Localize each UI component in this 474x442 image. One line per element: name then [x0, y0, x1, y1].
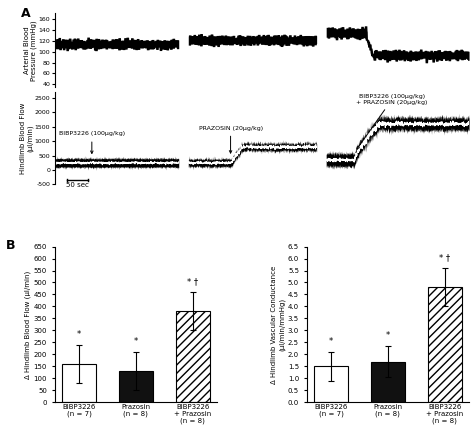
Bar — [176, 311, 210, 402]
Text: PRAZOSIN (20μg/kg): PRAZOSIN (20μg/kg) — [199, 126, 263, 153]
Bar — [119, 371, 153, 402]
Text: BIBP3226 (100μg/kg): BIBP3226 (100μg/kg) — [59, 131, 125, 153]
Text: A: A — [21, 8, 31, 20]
Text: *: * — [329, 337, 333, 346]
Text: * †: * † — [187, 277, 198, 286]
Text: *: * — [386, 331, 390, 340]
Text: *: * — [77, 330, 81, 339]
Text: B: B — [6, 239, 15, 252]
Y-axis label: Δ Hindlimb Vascular Conductance
(μl/min/mmHg): Δ Hindlimb Vascular Conductance (μl/min/… — [272, 265, 285, 384]
Bar — [371, 362, 405, 402]
Text: 50 sec: 50 sec — [66, 182, 89, 187]
Text: * †: * † — [439, 253, 450, 262]
Text: BIBP3226 (100μg/kg)
+ PRAZOSIN (20μg/kg): BIBP3226 (100μg/kg) + PRAZOSIN (20μg/kg) — [356, 94, 428, 149]
Bar — [314, 366, 348, 402]
Y-axis label: Arterial Blood
Pressure (mmHg): Arterial Blood Pressure (mmHg) — [24, 20, 37, 80]
Bar — [428, 287, 462, 402]
Text: *: * — [134, 337, 138, 346]
Y-axis label: Hindlimb Blood Flow
(μl/min): Hindlimb Blood Flow (μl/min) — [20, 103, 33, 174]
Y-axis label: Δ Hindlimb Blood Flow (μl/min): Δ Hindlimb Blood Flow (μl/min) — [24, 270, 31, 378]
Bar — [62, 364, 96, 402]
